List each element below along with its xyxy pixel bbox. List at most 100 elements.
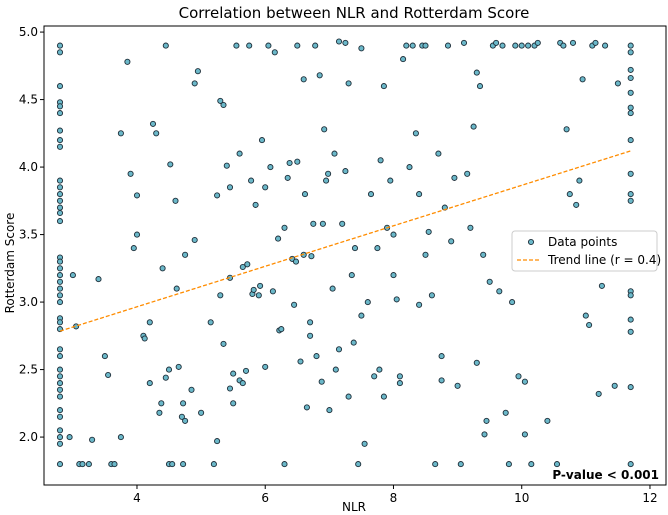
data-point: [278, 326, 285, 333]
data-point: [518, 42, 525, 49]
data-point: [393, 296, 400, 303]
data-point: [627, 42, 634, 49]
data-point: [400, 56, 407, 63]
legend-label-data-points: Data points: [548, 235, 617, 249]
data-point: [342, 39, 349, 46]
data-point: [158, 400, 165, 407]
data-point: [56, 137, 64, 144]
data-point: [435, 150, 442, 157]
data-point: [252, 201, 259, 208]
legend-label-trend-line: Trend line (r = 0.4): [547, 253, 661, 267]
x-tick-label: 10: [514, 491, 529, 505]
data-point: [351, 245, 359, 252]
data-points-layer: [56, 38, 634, 468]
data-point: [56, 272, 64, 279]
data-point: [339, 220, 346, 227]
data-point: [89, 436, 96, 443]
data-point: [486, 278, 493, 285]
data-point: [239, 263, 246, 271]
data-point: [66, 434, 73, 441]
data-point: [56, 191, 64, 198]
data-point: [56, 127, 64, 134]
data-point: [255, 292, 262, 299]
data-point: [180, 461, 187, 468]
y-tick-label: 5.0: [19, 25, 38, 39]
data-point: [146, 319, 153, 326]
data-point: [133, 192, 141, 199]
data-point: [149, 120, 157, 127]
data-point: [95, 276, 102, 283]
data-point: [396, 380, 403, 387]
data-point: [473, 359, 480, 366]
data-point: [509, 299, 516, 306]
data-point: [217, 97, 224, 104]
data-point: [56, 204, 64, 211]
data-point: [56, 258, 64, 265]
data-point: [464, 170, 471, 177]
data-point: [512, 42, 519, 49]
data-point: [560, 42, 567, 49]
data-point: [602, 42, 609, 49]
x-axis-ticks: 4 6 8 10 12: [133, 485, 658, 505]
data-point: [331, 150, 338, 157]
data-point: [627, 74, 634, 82]
data-point: [111, 461, 118, 468]
data-point: [573, 201, 580, 208]
data-point: [525, 42, 532, 49]
data-point: [257, 282, 264, 289]
data-point: [56, 285, 64, 292]
data-point: [627, 110, 634, 117]
data-point: [627, 384, 634, 391]
data-point: [390, 272, 397, 279]
data-point: [321, 126, 328, 133]
data-point: [312, 42, 319, 49]
data-point: [267, 164, 274, 171]
data-point: [480, 251, 487, 258]
data-point: [175, 363, 182, 370]
data-point: [130, 245, 137, 252]
data-point: [598, 282, 605, 289]
data-point: [515, 373, 522, 380]
data-point: [281, 224, 288, 231]
data-point: [416, 301, 423, 308]
data-point: [56, 434, 64, 441]
data-point: [586, 321, 593, 329]
data-point: [592, 39, 599, 46]
data-point: [56, 184, 64, 191]
data-point: [146, 380, 153, 387]
data-point: [85, 461, 92, 468]
data-point: [396, 373, 403, 380]
data-point: [297, 358, 304, 365]
data-point: [230, 400, 237, 407]
data-point: [271, 49, 278, 56]
data-point: [191, 80, 198, 87]
data-point: [198, 409, 205, 416]
data-point: [611, 382, 618, 389]
x-tick-label: 12: [642, 491, 657, 505]
data-point: [496, 288, 503, 295]
data-point: [236, 150, 243, 157]
data-point: [319, 220, 326, 227]
data-point: [101, 353, 108, 360]
data-point: [358, 312, 365, 319]
data-point: [310, 220, 317, 227]
data-point: [476, 83, 484, 90]
data-point: [425, 228, 432, 235]
data-point: [451, 174, 458, 181]
y-tick-label: 3.0: [19, 295, 38, 309]
chart-title: Correlation between NLR and Rotterdam Sc…: [179, 4, 530, 22]
data-point: [250, 286, 257, 293]
data-point: [627, 292, 634, 299]
data-point: [180, 400, 187, 407]
data-point: [627, 104, 634, 111]
data-point: [579, 76, 586, 83]
data-point: [470, 123, 477, 130]
data-point: [460, 39, 468, 46]
data-point: [627, 328, 634, 335]
data-point: [342, 168, 349, 175]
x-tick-label: 6: [261, 491, 269, 505]
data-point: [614, 80, 621, 87]
data-point: [627, 170, 634, 177]
data-point: [499, 42, 506, 49]
